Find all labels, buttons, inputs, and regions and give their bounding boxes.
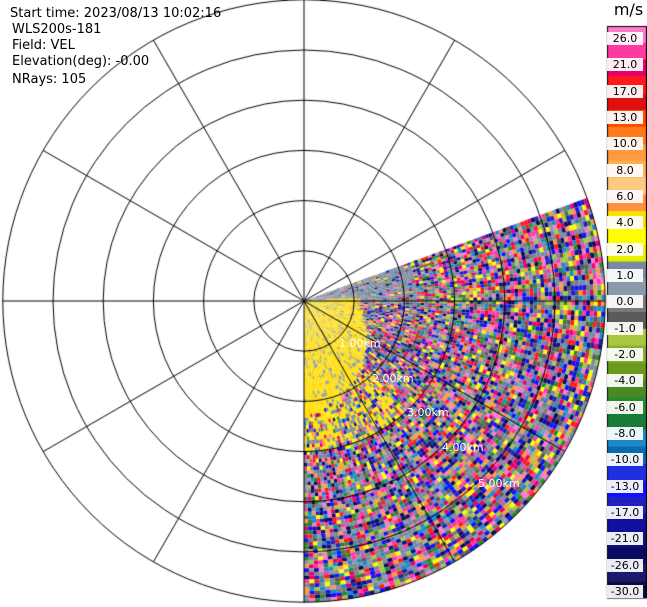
- range-ring-label: 4.00km: [442, 441, 484, 454]
- colorbar-tick-label: 17.0: [607, 84, 643, 98]
- colorbar-tick-label: 6.0: [607, 190, 643, 203]
- colorbar-tick-label: -21.0: [607, 532, 643, 546]
- colorbar-tick-label: -8.0: [607, 427, 643, 440]
- colorbar-tick-label: 2.0: [607, 242, 643, 256]
- colorbar-tick-label: 21.0: [607, 58, 643, 72]
- range-ring-label: 1.00km: [339, 337, 381, 350]
- colorbar-tick-label: 4.0: [607, 216, 643, 230]
- colorbar-tick-label: -17.0: [607, 506, 643, 519]
- colorbar-tick-label: -26.0: [607, 558, 643, 572]
- colorbar-tick-label: 0.0: [607, 295, 643, 309]
- colorbar-tick-label: 1.0: [607, 269, 643, 282]
- colorbar-tick-label: -13.0: [607, 479, 643, 493]
- colorbar-tick-label: -30.0: [607, 585, 643, 598]
- colorbar-tick-label: 10.0: [607, 137, 643, 151]
- colorbar-tick-label: 13.0: [607, 111, 643, 124]
- colorbar-tick-label: -6.0: [607, 400, 643, 414]
- elevation-label: Elevation(deg): -0.00: [12, 54, 150, 69]
- colorbar-tick-label: 26.0: [607, 32, 643, 45]
- start-time-label: Start time: 2023/08/13 10:02:16: [10, 6, 222, 21]
- colorbar-tick-label: 8.0: [607, 163, 643, 177]
- colorbar-tick-label: -10.0: [607, 453, 643, 467]
- site-label: WLS200s-181: [12, 22, 102, 37]
- colorbar-tick-label: -4.0: [607, 374, 643, 388]
- nrays-label: NRays: 105: [12, 72, 87, 87]
- range-ring-label: 3.00km: [407, 406, 449, 419]
- range-ring-label: 2.00km: [372, 372, 414, 385]
- range-ring-label: 5.00km: [478, 477, 520, 490]
- colorbar-unit-label: m/s: [613, 0, 644, 19]
- colorbar-tick-label: -2.0: [607, 348, 643, 361]
- field-label: Field: VEL: [12, 38, 75, 53]
- colorbar-tick-label: -1.0: [607, 321, 643, 335]
